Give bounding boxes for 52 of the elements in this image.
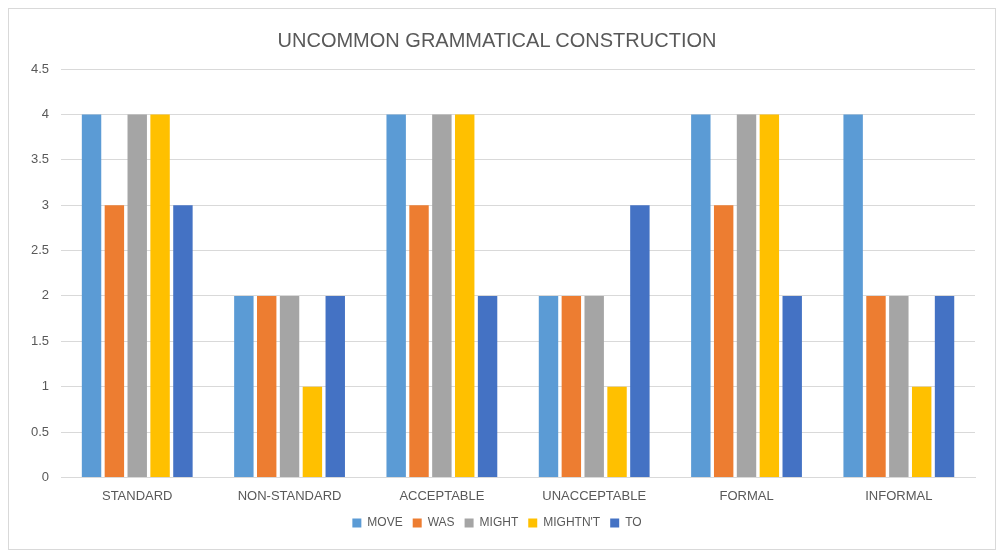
bar <box>325 295 345 477</box>
legend-label: WAS <box>427 515 455 530</box>
x-tick-label: STANDARD <box>101 487 173 503</box>
bar <box>455 114 475 477</box>
x-tick-label: ACCEPTABLE <box>399 487 485 503</box>
bar <box>279 295 300 477</box>
bar <box>538 295 559 477</box>
bar <box>607 386 627 477</box>
y-tick-label: 3 <box>41 196 50 212</box>
y-tick-label: 0 <box>41 468 50 484</box>
bar <box>889 295 909 477</box>
bar <box>127 114 147 477</box>
y-tick-label: 0.5 <box>30 423 50 439</box>
y-tick-label: 4.5 <box>30 60 50 76</box>
bar <box>81 114 102 477</box>
bar <box>173 205 193 477</box>
bar <box>432 114 452 477</box>
legend-label: TO <box>625 515 642 530</box>
y-tick-label: 2 <box>41 287 50 303</box>
bar <box>911 386 932 477</box>
bar <box>759 114 780 477</box>
bar <box>691 114 711 477</box>
x-tick-label: UNACCEPTABLE <box>542 487 647 503</box>
bar <box>630 205 650 477</box>
bar <box>477 295 498 477</box>
bar <box>150 114 170 477</box>
bar <box>782 295 802 477</box>
bar <box>234 295 254 477</box>
bar <box>713 205 734 477</box>
legend-label: MOVE <box>367 515 403 530</box>
bar <box>584 295 604 477</box>
y-tick-label: 1 <box>41 378 50 394</box>
bar <box>104 205 125 477</box>
x-tick-label: NON-STANDARD <box>237 487 342 503</box>
y-tick-label: 1.5 <box>30 332 50 348</box>
bar <box>866 295 886 477</box>
x-tick-label: INFORMAL <box>865 487 933 503</box>
bar <box>302 386 323 477</box>
x-tick-label: FORMAL <box>719 487 774 503</box>
chart-title: UNCOMMON GRAMMATICAL CONSTRUCTION <box>277 28 717 51</box>
bar <box>934 295 955 477</box>
bar <box>843 114 863 477</box>
bar <box>386 114 406 477</box>
y-tick-label: 2.5 <box>30 242 50 258</box>
bar <box>409 205 429 477</box>
y-tick-label: 3.5 <box>30 151 50 167</box>
bar <box>736 114 757 477</box>
legend-label: MIGHTN'T <box>543 515 601 530</box>
bar <box>257 295 277 477</box>
y-tick-label: 4 <box>41 105 50 121</box>
legend-label: MIGHT <box>479 515 519 530</box>
bar <box>561 295 582 477</box>
